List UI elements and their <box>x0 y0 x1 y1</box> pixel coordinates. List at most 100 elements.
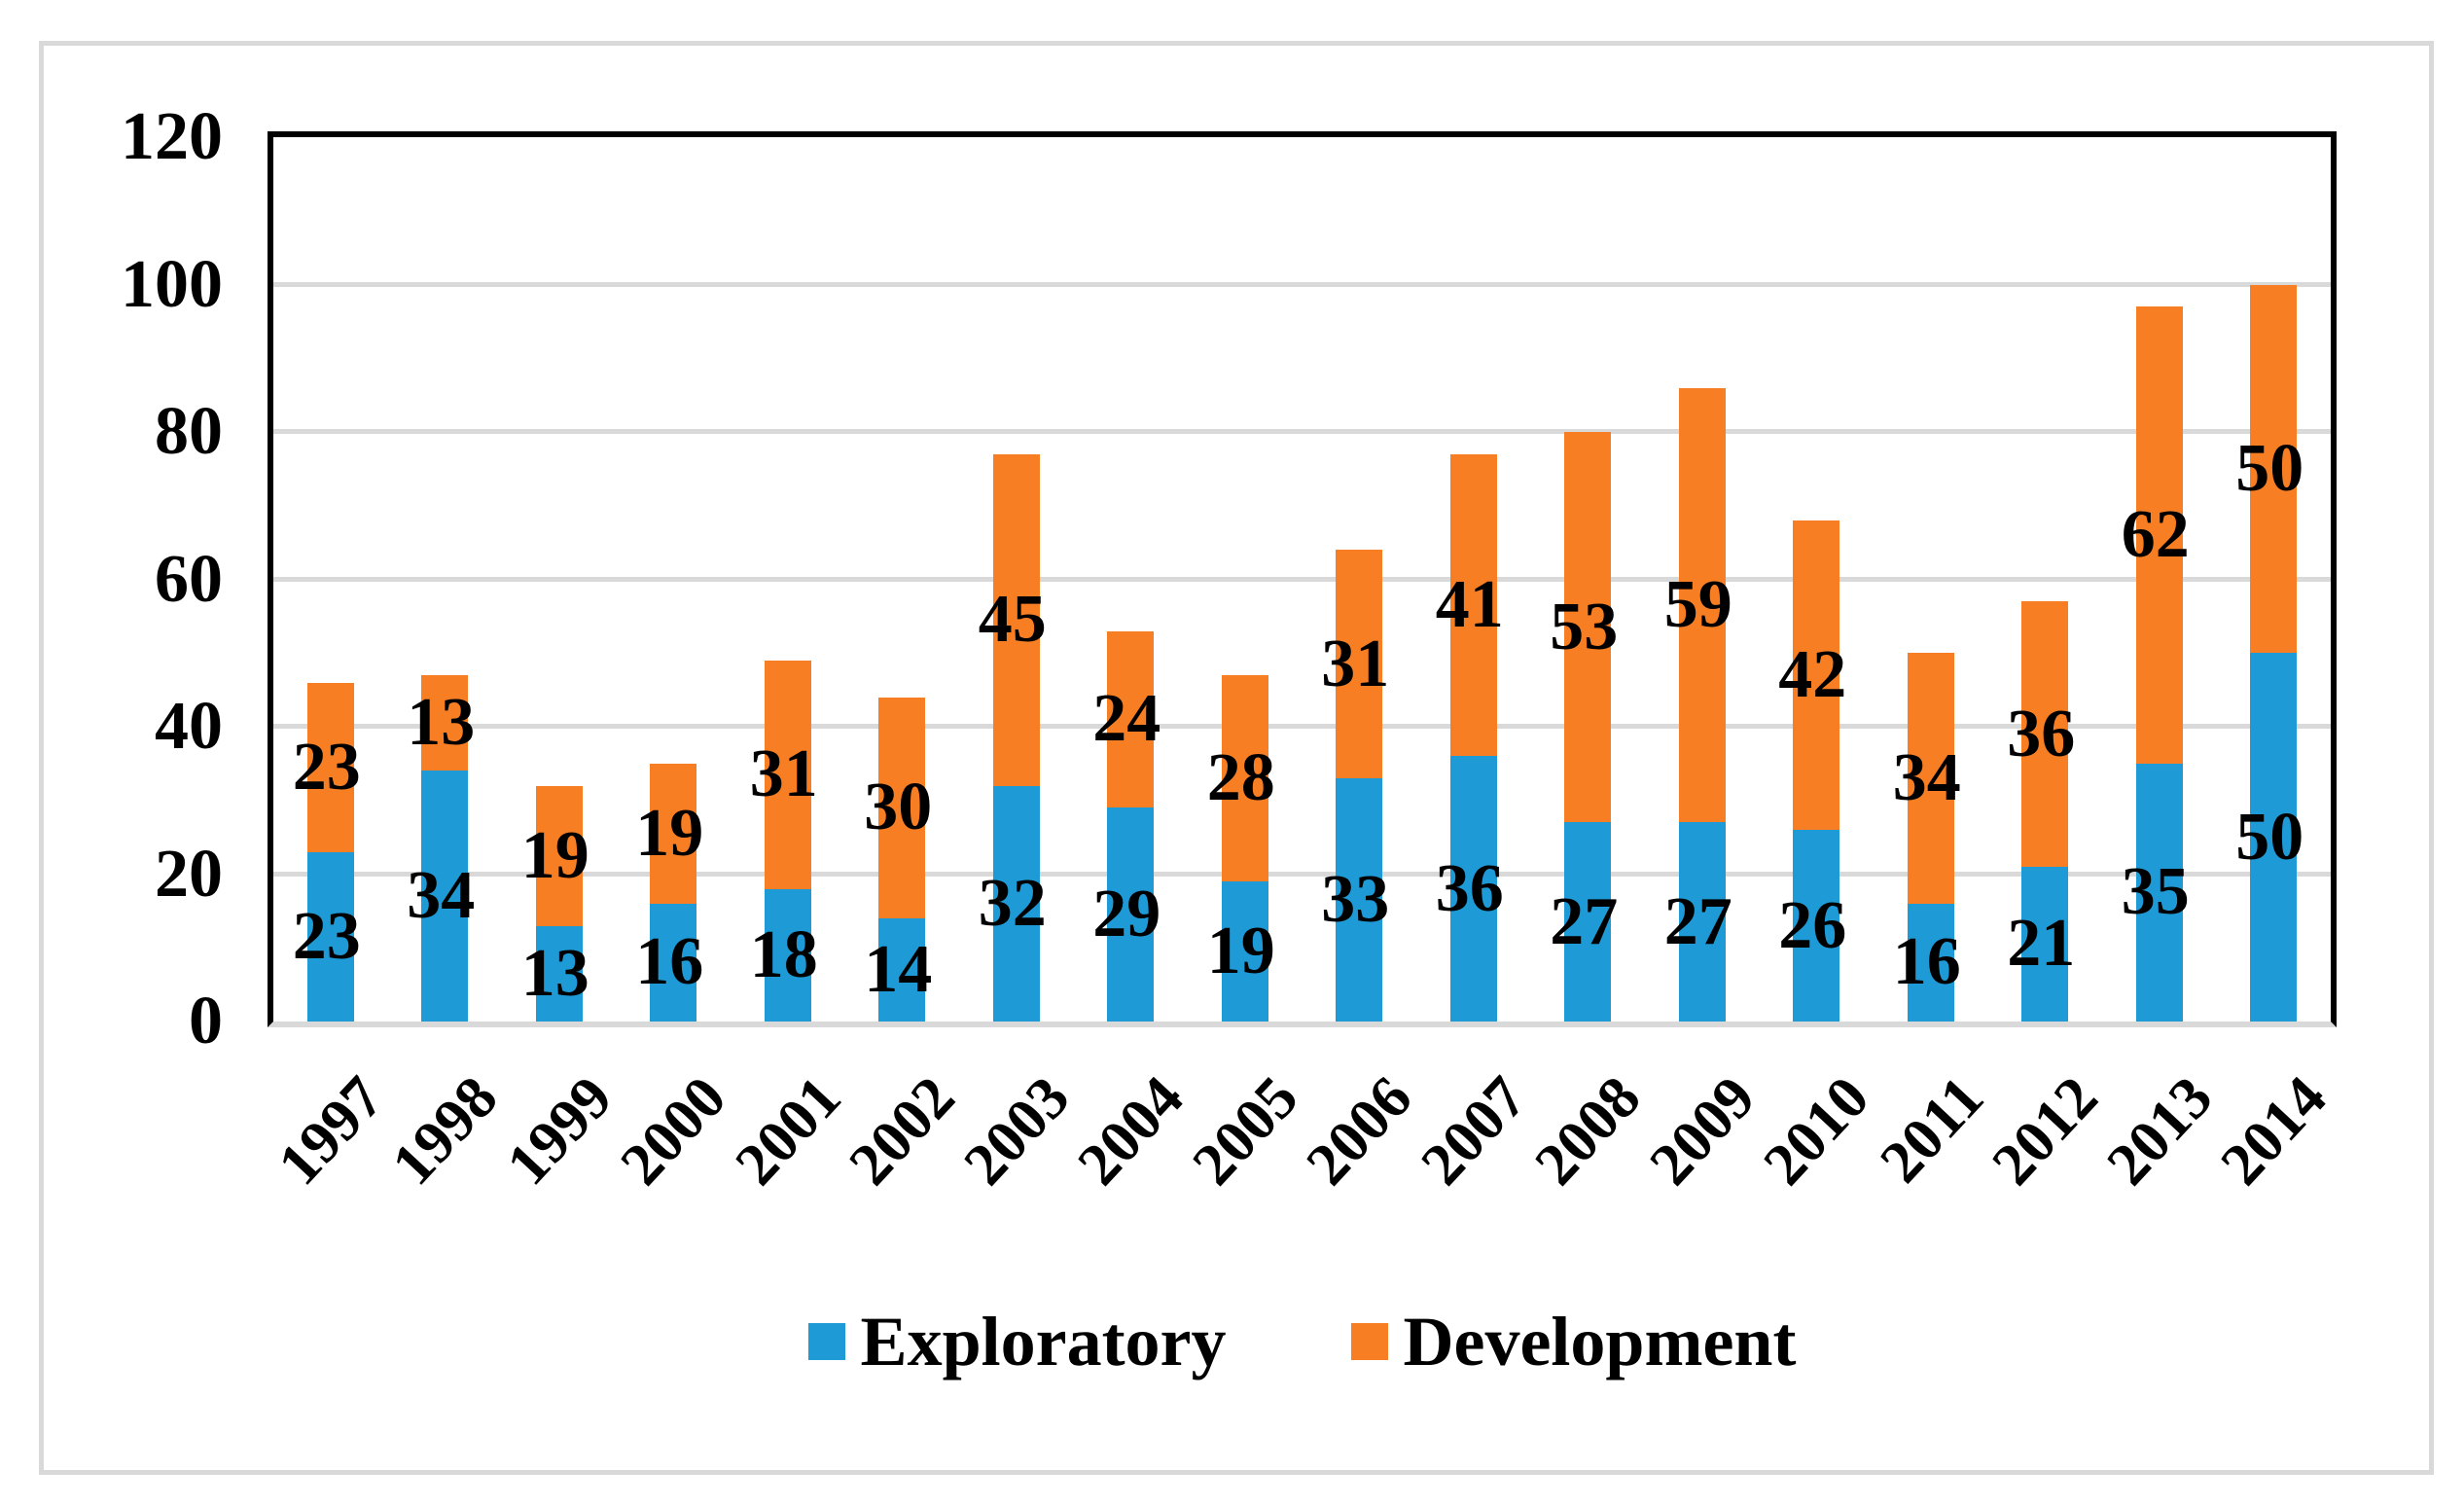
bar-segment-development-2014 <box>2250 284 2297 654</box>
data-label-exploratory-2011: 16 <box>1892 924 1961 1000</box>
bar-segment-exploratory-2012 <box>2021 866 2068 1022</box>
bar-segment-exploratory-2007 <box>1450 756 1497 1022</box>
gridlines-layer <box>273 137 2331 1022</box>
legend: Exploratory Development <box>268 1307 2337 1377</box>
y-tick-label-20: 20 <box>155 836 223 912</box>
gridline-20 <box>273 871 2331 877</box>
x-axis-label-1998: 1998 <box>379 1063 511 1199</box>
legend-swatch-exploratory <box>807 1323 845 1360</box>
gridline-80 <box>273 429 2331 434</box>
bar-segment-exploratory-1998 <box>421 771 468 1022</box>
data-label-development-2014: 50 <box>2235 430 2304 506</box>
bar-segment-development-1999 <box>536 785 583 926</box>
bar-segment-development-2001 <box>765 660 811 889</box>
data-label-exploratory-2014: 50 <box>2235 799 2304 875</box>
plot-area: 23 23 34 13 13 19 16 19 18 31 14 30 32 45 29 24 19 28 33 31… <box>121 103 2339 1199</box>
data-label-exploratory-1997: 23 <box>292 898 361 974</box>
bar-segment-development-2010 <box>1793 520 1839 831</box>
y-axis-ticks: 0 20 40 60 80 100 120 <box>121 103 2331 1056</box>
data-label-development-2005: 28 <box>1206 740 1275 816</box>
data-label-development-1999: 19 <box>520 817 589 893</box>
data-label-development-2004: 24 <box>1092 681 1161 757</box>
x-axis-label-2002: 2002 <box>837 1063 968 1199</box>
x-axis-label-2004: 2004 <box>1065 1063 1196 1199</box>
data-label-exploratory-2000: 16 <box>635 924 704 1000</box>
bar-segment-exploratory-1999 <box>536 925 583 1022</box>
y-tick-label-40: 40 <box>155 689 223 764</box>
bar-segment-development-1997 <box>307 682 354 852</box>
bar-segment-exploratory-2014 <box>2250 653 2297 1022</box>
bar-segment-exploratory-1997 <box>307 851 354 1022</box>
data-label-development-2003: 45 <box>978 582 1047 658</box>
data-label-development-2010: 42 <box>1778 636 1847 712</box>
x-axis-label-2007: 2007 <box>1408 1063 1540 1199</box>
x-axis-label-2014: 2014 <box>2208 1063 2339 1199</box>
y-tick-label-0: 0 <box>189 984 223 1058</box>
x-axis-label-2011: 2011 <box>1868 1063 1997 1196</box>
bar-segment-exploratory-2002 <box>878 917 925 1022</box>
data-label-development-2000: 19 <box>635 795 704 871</box>
gridline-40 <box>273 724 2331 729</box>
x-axis-label-2010: 2010 <box>1751 1063 1882 1199</box>
data-labels-layer: 23 23 34 13 13 19 16 19 18 31 14 30 32 45 29 24 19 28 33 31… <box>273 137 2331 1022</box>
x-axis-label-2003: 2003 <box>950 1063 1083 1199</box>
bar-segment-exploratory-2013 <box>2136 763 2183 1022</box>
bar-segment-development-1998 <box>421 674 468 771</box>
data-label-exploratory-2008: 27 <box>1550 883 1619 959</box>
data-label-development-2008: 53 <box>1550 589 1619 664</box>
x-axis-label-2006: 2006 <box>1294 1063 1425 1199</box>
data-label-exploratory-2012: 21 <box>2007 906 2076 982</box>
x-axis-label-2009: 2009 <box>1636 1063 1768 1199</box>
bar-segment-development-2007 <box>1450 453 1497 757</box>
bar-segment-development-2003 <box>993 453 1040 786</box>
bar-segment-development-2011 <box>1908 653 1954 904</box>
y-tick-label-60: 60 <box>155 541 223 617</box>
bar-segment-development-2002 <box>878 697 925 918</box>
x-axis-label-2013: 2013 <box>2093 1063 2226 1199</box>
data-label-development-2009: 59 <box>1663 567 1732 643</box>
figure-frame: 23 23 34 13 13 19 16 19 18 31 14 30 32 45 29 24 19 28 33 31… <box>39 41 2434 1475</box>
y-tick-label-80: 80 <box>155 394 223 469</box>
bar-segment-exploratory-2006 <box>1336 778 1382 1022</box>
bar-segment-exploratory-2005 <box>1222 881 1268 1022</box>
data-label-development-2006: 31 <box>1321 626 1390 701</box>
data-label-exploratory-1999: 13 <box>520 935 589 1011</box>
bar-segment-development-2008 <box>1564 432 1611 823</box>
data-label-development-2011: 34 <box>1892 740 1961 816</box>
x-axis-label-2005: 2005 <box>1179 1063 1311 1199</box>
bar-segment-exploratory-2011 <box>1908 903 1954 1022</box>
bar-segment-exploratory-2004 <box>1107 807 1154 1022</box>
legend-label-development: Development <box>1403 1303 1797 1380</box>
x-axis-label-2012: 2012 <box>1980 1063 2111 1199</box>
bar-segment-development-2009 <box>1679 387 1726 823</box>
legend-entry-exploratory: Exploratory <box>807 1303 1227 1380</box>
bar-segment-development-2005 <box>1222 674 1268 882</box>
gridline-60 <box>273 576 2331 582</box>
bar-segment-development-2000 <box>650 763 696 904</box>
legend-label-exploratory: Exploratory <box>860 1303 1227 1380</box>
bar-segment-exploratory-2000 <box>650 903 696 1022</box>
data-label-exploratory-2009: 27 <box>1663 883 1732 959</box>
bar-segment-exploratory-2008 <box>1564 822 1611 1022</box>
data-label-exploratory-1998: 34 <box>407 858 476 934</box>
x-axis-label-1999: 1999 <box>493 1063 625 1199</box>
data-label-exploratory-2001: 18 <box>749 916 818 992</box>
y-tick-label-120: 120 <box>121 99 223 174</box>
bar-segment-exploratory-2009 <box>1679 822 1726 1022</box>
data-label-exploratory-2003: 32 <box>978 865 1047 941</box>
y-tick-label-100: 100 <box>121 246 223 322</box>
data-label-development-2002: 30 <box>864 770 933 845</box>
legend-swatch-development <box>1350 1323 1388 1360</box>
data-label-development-1998: 13 <box>407 685 476 761</box>
data-label-exploratory-2002: 14 <box>864 931 933 1007</box>
bar-segment-development-2012 <box>2021 601 2068 867</box>
data-label-exploratory-2007: 36 <box>1435 850 1504 926</box>
legend-entry-development: Development <box>1350 1303 1797 1380</box>
bars-layer <box>273 137 2331 1022</box>
bar-segment-exploratory-2010 <box>1793 830 1839 1022</box>
gridline-100 <box>273 281 2331 287</box>
bar-segment-development-2013 <box>2136 306 2183 764</box>
data-label-exploratory-2013: 35 <box>2121 854 2190 930</box>
bar-segment-exploratory-2001 <box>765 888 811 1022</box>
